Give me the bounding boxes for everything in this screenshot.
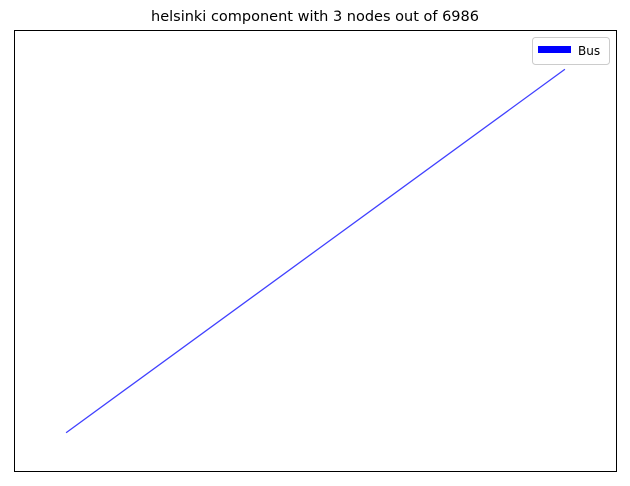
series-layer (65, 68, 566, 434)
legend-label-bus: Bus (578, 44, 600, 58)
chart-title: helsinki component with 3 nodes out of 6… (151, 9, 479, 25)
legend: Bus (532, 37, 610, 65)
series-line-bus (65, 68, 566, 434)
legend-swatch-bus (538, 46, 571, 53)
